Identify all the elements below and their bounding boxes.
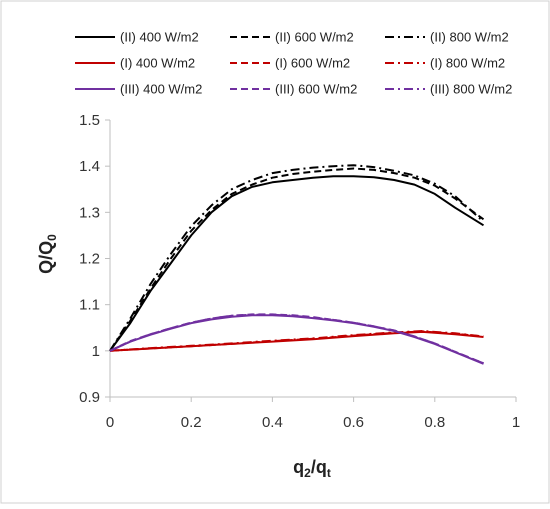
y-tick-label: 0.9 <box>79 389 100 406</box>
legend-label-6: (III) 400 W/m2 <box>120 82 202 97</box>
x-axis-title-mid: /q <box>311 457 327 477</box>
x-axis-title-sub1: 2 <box>304 466 311 480</box>
legend-label-8: (III) 800 W/m2 <box>430 82 512 97</box>
x-tick-label: 0.8 <box>424 414 445 431</box>
plot-area <box>109 164 485 365</box>
x-axis-title-sub2: t <box>327 466 331 480</box>
x-tick-label: 0.4 <box>262 414 283 431</box>
legend-label-7: (III) 600 W/m2 <box>275 82 357 97</box>
x-axis-title-main: q <box>293 457 304 477</box>
y-tick-label: 1.1 <box>79 297 100 314</box>
y-tick-label: 1.2 <box>79 251 100 268</box>
y-axis-title: Q/Q0 <box>36 234 59 274</box>
legend-label-5: (I) 800 W/m2 <box>430 56 505 71</box>
x-tick-label: 0.6 <box>343 414 364 431</box>
series-line-8 <box>109 313 484 365</box>
y-axis-title-sub: 0 <box>45 234 59 241</box>
x-tick-label: 0.2 <box>181 414 202 431</box>
legend-label-3: (I) 400 W/m2 <box>120 56 195 71</box>
axes: 0.9 1 1.1 1.2 1.3 1.4 1.5 0 0.2 0.4 0.6 0.8 1 <box>79 112 520 431</box>
y-tick-label: 1 <box>92 343 100 360</box>
x-tick-label: 1 <box>512 414 520 431</box>
legend-label-4: (I) 600 W/m2 <box>275 56 350 71</box>
legend: (II) 400 W/m2 (II) 600 W/m2 (II) 800 W/m2 (… <box>75 30 512 97</box>
legend-label-0: (II) 400 W/m2 <box>120 30 199 45</box>
series-line-0 <box>109 175 485 352</box>
series-line-2 <box>109 164 485 352</box>
x-tick-label: 0 <box>106 414 114 431</box>
y-tick-label: 1.4 <box>79 158 100 175</box>
y-tick-label: 1.5 <box>79 112 100 129</box>
y-axis-title-main: Q/Q <box>36 241 56 274</box>
legend-label-1: (II) 600 W/m2 <box>275 30 354 45</box>
series-line-5 <box>109 330 484 352</box>
y-tick-label: 1.3 <box>79 204 100 221</box>
legend-label-2: (II) 800 W/m2 <box>430 30 509 45</box>
x-axis-title: q2/qt <box>293 457 331 480</box>
series-line-1 <box>109 167 485 352</box>
